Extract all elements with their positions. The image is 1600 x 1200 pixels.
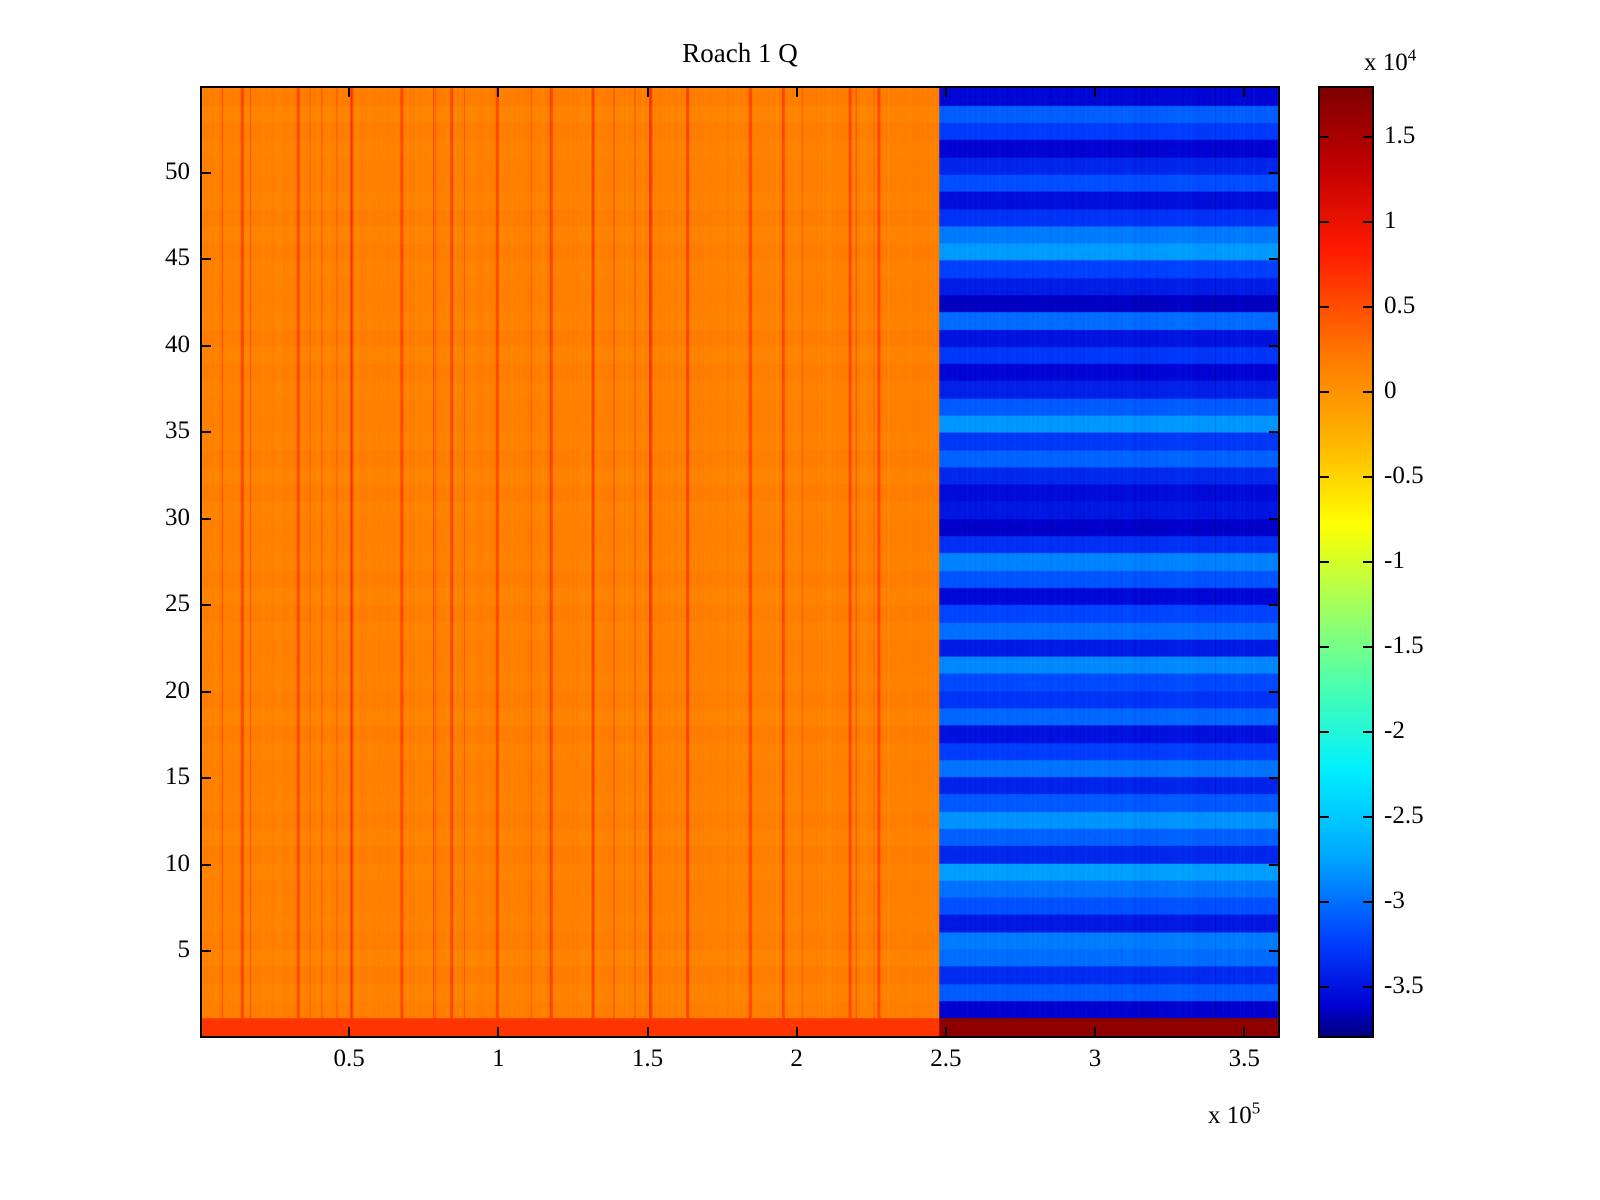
y-tick-label: 40 [165, 330, 190, 358]
y-tick-mark [1269, 431, 1280, 434]
colorbar-tick-mark [1363, 816, 1374, 818]
x-tick-label: 1 [492, 1045, 505, 1072]
y-tick-mark [200, 517, 211, 520]
y-tick-mark [1269, 777, 1280, 780]
colorbar-tick-mark [1318, 816, 1329, 818]
colorbar-tick-mark [1363, 221, 1374, 223]
x-tick-mark [1094, 86, 1097, 97]
y-tick-mark [200, 258, 211, 261]
colorbar-tick-mark [1363, 646, 1374, 648]
colorbar-tick-label: 1.5 [1384, 122, 1416, 149]
colorbar-tick-mark [1318, 306, 1329, 308]
y-tick-mark [200, 171, 211, 174]
x-tick-mark [497, 1027, 500, 1038]
colorbar-tick-mark [1318, 476, 1329, 478]
y-tick-label: 5 [177, 936, 191, 964]
y-tick-label: 50 [165, 157, 190, 185]
colorbar-exponent-label: x 104 [1364, 45, 1417, 76]
y-tick-mark [200, 777, 211, 780]
colorbar-tick-label: 0.5 [1384, 292, 1416, 319]
colorbar-tick-mark [1363, 986, 1374, 988]
x-tick-label: 0.5 [333, 1045, 365, 1072]
y-tick-label: 35 [165, 417, 190, 445]
colorbar-tick-label: -2.5 [1384, 802, 1424, 829]
y-tick-mark [200, 950, 211, 953]
colorbar-tick-mark [1318, 646, 1329, 648]
colorbar-tick-mark [1363, 561, 1374, 563]
y-tick-label: 10 [165, 849, 190, 877]
colorbar-tick-label: -3.5 [1384, 972, 1424, 999]
y-tick-mark [200, 604, 211, 607]
colorbar-tick-mark [1363, 306, 1374, 308]
x-axis-exponent-label: x 105 [1208, 1098, 1261, 1129]
x-tick-mark [944, 86, 947, 97]
x-tick-mark [1243, 1027, 1246, 1038]
y-tick-label: 15 [165, 763, 190, 791]
y-tick-label: 20 [165, 676, 190, 704]
y-tick-mark [1269, 258, 1280, 261]
y-tick-mark [1269, 950, 1280, 953]
x-tick-mark [646, 1027, 649, 1038]
colorbar-tick-mark [1318, 561, 1329, 563]
y-tick-mark [1269, 604, 1280, 607]
colorbar-tick-label: -2 [1384, 717, 1405, 744]
y-tick-mark [1269, 863, 1280, 866]
y-tick-mark [1269, 171, 1280, 174]
x-tick-label: 1.5 [631, 1045, 664, 1072]
heatmap-image [202, 88, 1278, 1036]
x-tick-mark [646, 86, 649, 97]
x-tick-mark [497, 86, 500, 97]
colorbar-tick-mark [1318, 986, 1329, 988]
colorbar-tick-label: -1.5 [1384, 632, 1424, 659]
x-tick-mark [1243, 86, 1246, 97]
colorbar-tick-mark [1318, 901, 1329, 903]
x-tick-mark [1094, 1027, 1097, 1038]
x-tick-mark [348, 1027, 351, 1038]
x-tick-label: 2.5 [930, 1045, 962, 1072]
x-tick-label: 3 [1088, 1045, 1102, 1072]
colorbar-tick-mark [1363, 901, 1374, 903]
colorbar-tick-mark [1363, 731, 1374, 733]
x-tick-mark [944, 1027, 947, 1038]
colorbar-tick-mark [1363, 476, 1374, 478]
colorbar-tick-mark [1318, 221, 1329, 223]
y-tick-mark [200, 344, 211, 347]
x-tick-label: 2 [790, 1045, 803, 1072]
y-tick-label: 25 [165, 590, 190, 618]
colorbar-tick-mark [1318, 136, 1329, 138]
colorbar-tick-mark [1318, 731, 1329, 733]
heatmap-axes[interactable] [200, 86, 1280, 1038]
colorbar-tick-label: 1 [1384, 207, 1397, 234]
y-tick-mark [1269, 690, 1280, 693]
colorbar-tick-mark [1363, 136, 1374, 138]
page-title: Roach 1 Q [682, 38, 798, 68]
y-tick-mark [1269, 517, 1280, 520]
colorbar-tick-mark [1363, 391, 1374, 393]
x-tick-label: 3.5 [1228, 1045, 1260, 1072]
x-tick-mark [348, 86, 351, 97]
x-tick-mark [795, 1027, 798, 1038]
y-tick-label: 30 [165, 503, 190, 531]
y-tick-mark [200, 863, 211, 866]
y-tick-mark [200, 431, 211, 434]
colorbar-tick-label: -3 [1384, 887, 1405, 914]
y-tick-mark [1269, 344, 1280, 347]
colorbar-tick-label: -0.5 [1384, 462, 1424, 489]
y-tick-mark [200, 690, 211, 693]
colorbar-tick-label: -1 [1384, 547, 1405, 574]
y-tick-label: 45 [165, 244, 190, 272]
colorbar-tick-label: 0 [1384, 377, 1397, 404]
colorbar-tick-mark [1318, 391, 1329, 393]
x-tick-mark [795, 86, 798, 97]
